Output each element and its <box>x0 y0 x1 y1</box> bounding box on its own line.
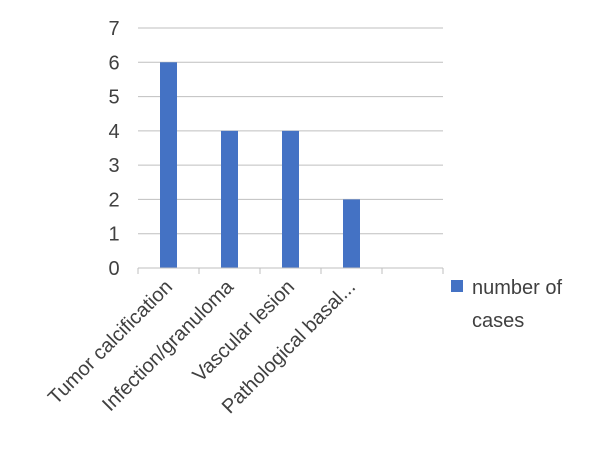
y-axis-ticks: 0 1 2 3 4 5 6 7 <box>108 18 119 280</box>
y-tick-label: 1 <box>108 224 119 246</box>
x-axis-labels: Tumor calcificationInfection/granulomaVa… <box>44 275 360 418</box>
y-tick-label: 5 <box>108 87 119 109</box>
legend-swatch <box>451 280 463 292</box>
legend-label: number of cases <box>472 277 563 332</box>
bars <box>160 62 360 269</box>
y-tick-label: 0 <box>108 258 119 280</box>
bar <box>221 130 238 268</box>
bar <box>282 130 299 268</box>
y-tick-label: 2 <box>108 189 119 211</box>
y-tick-label: 4 <box>108 121 119 143</box>
y-tick-label: 6 <box>108 52 119 74</box>
x-axis <box>137 267 444 274</box>
bar <box>343 199 360 268</box>
y-tick-label: 3 <box>108 155 119 177</box>
y-tick-label: 7 <box>108 18 119 40</box>
bar <box>160 62 177 269</box>
